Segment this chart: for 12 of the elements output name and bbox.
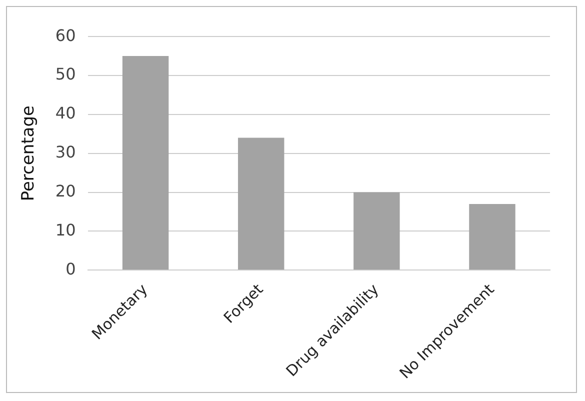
bar [122,56,169,270]
y-tick-label: 40 [55,104,76,123]
y-axis-title: Percentage [18,106,39,202]
y-tick-label: 60 [55,26,76,45]
bar [354,192,400,270]
y-tick-label: 20 [55,181,76,200]
y-tick-label: 10 [55,220,76,240]
bar [469,204,516,270]
y-tick-label: 0 [66,259,76,278]
bar [238,138,284,270]
y-tick-label: 30 [55,142,76,162]
y-tick-label: 50 [55,64,76,84]
